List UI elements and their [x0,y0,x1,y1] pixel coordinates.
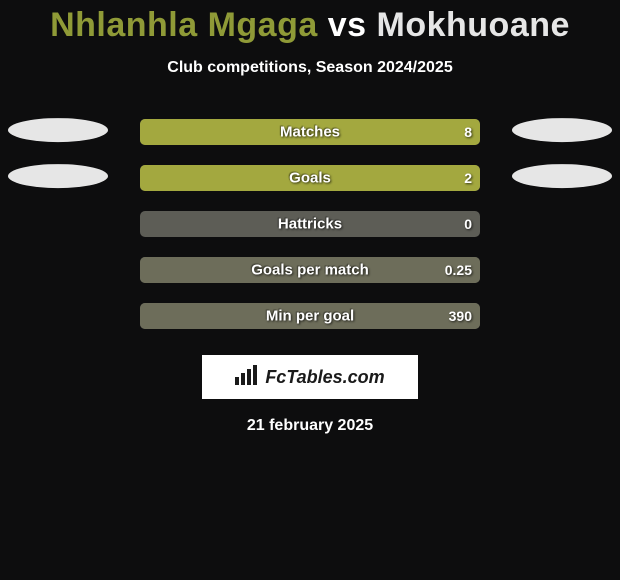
stat-value: 8 [464,124,472,140]
stat-label: Goals per match [140,262,480,279]
stat-row: Matches8 [0,109,620,155]
stat-row: Hattricks0 [0,201,620,247]
stat-bar: Hattricks0 [140,211,480,237]
stat-label: Min per goal [140,308,480,325]
subtitle: Club competitions, Season 2024/2025 [0,59,620,77]
stat-row: Goals per match0.25 [0,247,620,293]
stat-bar: Goals per match0.25 [140,257,480,283]
stat-bar: Matches8 [140,119,480,145]
stat-value: 0.25 [445,262,472,278]
right-ellipse [512,164,612,188]
title-player2: Mokhuoane [377,6,570,44]
stat-value: 2 [464,170,472,186]
stat-label: Hattricks [140,216,480,233]
stat-row: Goals2 [0,155,620,201]
date-text: 21 february 2025 [0,417,620,435]
title-player1: Nhlanhla Mgaga [50,6,318,44]
badge-text: FcTables.com [265,367,384,388]
left-ellipse [8,164,108,188]
page-title: Nhlanhla Mgaga vs Mokhuoane [0,0,620,45]
stat-value: 0 [464,216,472,232]
stat-bar: Min per goal390 [140,303,480,329]
bar-chart-icon [235,365,259,390]
stat-label: Matches [140,124,480,141]
stat-value: 390 [449,308,472,324]
stats-rows: Matches8Goals2Hattricks0Goals per match0… [0,109,620,339]
title-vs: vs [328,6,367,44]
left-ellipse [8,118,108,142]
stat-label: Goals [140,170,480,187]
stat-row: Min per goal390 [0,293,620,339]
site-badge: FcTables.com [202,355,418,399]
stat-bar: Goals2 [140,165,480,191]
right-ellipse [512,118,612,142]
